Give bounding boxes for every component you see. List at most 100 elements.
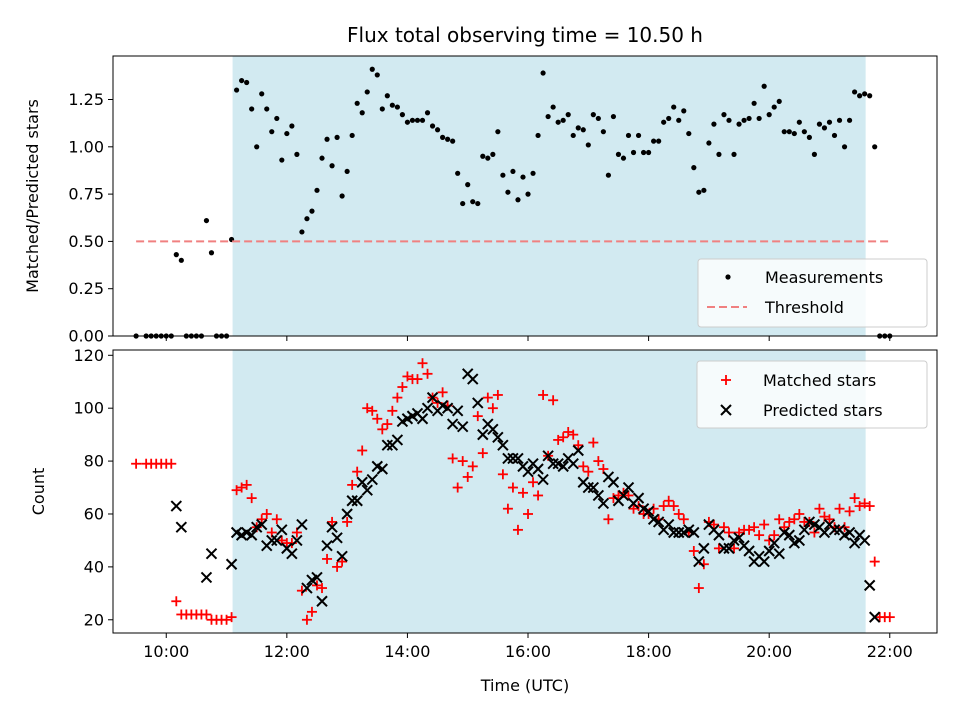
- measurement-point: [857, 93, 863, 99]
- predicted-stars-point: [662, 518, 675, 531]
- matched-stars-point: [357, 445, 368, 456]
- matched-stars-point: [538, 389, 549, 400]
- measurement-point: [545, 113, 551, 120]
- measurement-point: [605, 172, 612, 178]
- measurement-point: [791, 130, 797, 137]
- top-y-ticks: 0.00 0.25 0.50 0.75 1.00 1.25: [68, 90, 113, 346]
- predicted-stars-point: [487, 423, 499, 436]
- matched-stars-point: [452, 482, 463, 493]
- matched-stars-point: [678, 514, 689, 525]
- measurement-point: [651, 138, 657, 144]
- bot-y-tick-label: 100: [73, 399, 104, 418]
- predicted-stars-point: [266, 534, 278, 547]
- measurement-point: [254, 144, 260, 150]
- predicted-stars-point: [532, 463, 544, 475]
- measurement-point: [540, 70, 546, 76]
- matched-stars-point: [517, 487, 528, 498]
- matched-stars-point: [663, 495, 674, 506]
- matched-stars-point: [523, 508, 534, 519]
- measurement-point: [846, 117, 853, 123]
- matched-stars-point: [507, 482, 518, 493]
- predicted-stars-point: [522, 465, 534, 478]
- measurement-point: [681, 108, 687, 114]
- predicted-stars-point: [225, 558, 238, 570]
- measurement-point: [369, 66, 375, 72]
- predicted-stars-point: [291, 534, 303, 547]
- predicted-stars-point: [798, 524, 811, 536]
- predicted-stars-point: [673, 526, 685, 539]
- bot-x-tick-label: 20:00: [746, 642, 792, 661]
- bot-x-tick-label: 18:00: [626, 642, 672, 661]
- predicted-stars-point: [200, 571, 213, 584]
- measurement-point: [344, 168, 350, 175]
- measurement-point: [299, 229, 305, 235]
- legend-marker-matched-stars: [721, 375, 731, 385]
- predicted-stars-point: [723, 542, 735, 555]
- measurement-point: [676, 117, 682, 123]
- matched-stars-point: [864, 501, 875, 512]
- matched-stars-point: [467, 461, 478, 472]
- measurement-point: [796, 119, 802, 125]
- matched-stars-point: [824, 514, 835, 525]
- measurement-point: [816, 121, 823, 127]
- matched-stars-point: [447, 453, 458, 464]
- matched-stars-point: [884, 612, 895, 623]
- matched-stars-point: [578, 461, 589, 472]
- legend-label-matched-stars: Matched stars: [763, 371, 876, 390]
- measurement-point: [178, 257, 184, 263]
- predicted-stars-point: [351, 495, 363, 507]
- predicted-stars-point: [507, 452, 519, 465]
- matched-stars-point: [673, 508, 684, 519]
- x-axis-label: Time (UTC): [480, 676, 569, 695]
- measurement-point: [460, 200, 466, 207]
- matched-stars-point: [693, 583, 704, 594]
- matched-stars-point: [553, 434, 564, 445]
- matched-stars-point: [377, 424, 388, 435]
- measurement-point: [505, 189, 511, 195]
- measurement-point: [450, 138, 456, 144]
- predicted-stars-point: [713, 529, 725, 541]
- predicted-stars-point: [366, 473, 378, 486]
- predicted-stars-point: [512, 452, 524, 465]
- predicted-stars-point: [426, 391, 439, 404]
- predicted-stars-point: [572, 444, 584, 457]
- measurement-point: [244, 79, 250, 86]
- matched-stars-point: [528, 477, 539, 488]
- predicted-stars-point: [346, 495, 358, 507]
- predicted-stars-point: [391, 434, 404, 446]
- predicted-stars-point: [617, 489, 630, 502]
- measurement-point: [590, 112, 596, 118]
- measurement-point: [691, 165, 697, 171]
- matched-stars-point: [708, 519, 719, 530]
- measurement-point: [475, 200, 481, 207]
- matched-stars-point: [437, 387, 448, 398]
- measurement-point: [515, 197, 521, 203]
- matched-stars-point: [784, 516, 795, 527]
- matched-stars-point: [658, 501, 669, 512]
- measurement-point: [867, 93, 873, 99]
- measurement-point: [806, 134, 812, 140]
- measurement-point: [239, 77, 245, 84]
- measurement-point: [359, 110, 365, 116]
- bot-y-tick-label: 80: [84, 452, 104, 471]
- measurement-point: [585, 142, 591, 148]
- matched-stars-point: [487, 403, 498, 414]
- predicted-stars-point: [693, 555, 705, 568]
- predicted-stars-point: [316, 595, 328, 607]
- matched-stars-point: [236, 482, 247, 493]
- predicted-stars-point: [828, 524, 841, 536]
- measurement-point: [384, 93, 390, 99]
- measurement-point: [424, 110, 431, 116]
- matched-stars-point: [387, 405, 398, 416]
- predicted-stars-point: [311, 571, 323, 584]
- measurement-point: [399, 112, 406, 118]
- predicted-stars-point: [758, 555, 770, 568]
- matched-stars-point: [301, 614, 312, 625]
- predicted-stars-point: [773, 547, 785, 560]
- predicted-stars-point: [456, 420, 469, 433]
- measurement-point: [208, 250, 215, 256]
- predicted-stars-point: [642, 505, 655, 518]
- top-y-tick-label: 0.00: [68, 327, 104, 346]
- measurement-point: [414, 117, 421, 123]
- measurement-point: [761, 83, 767, 89]
